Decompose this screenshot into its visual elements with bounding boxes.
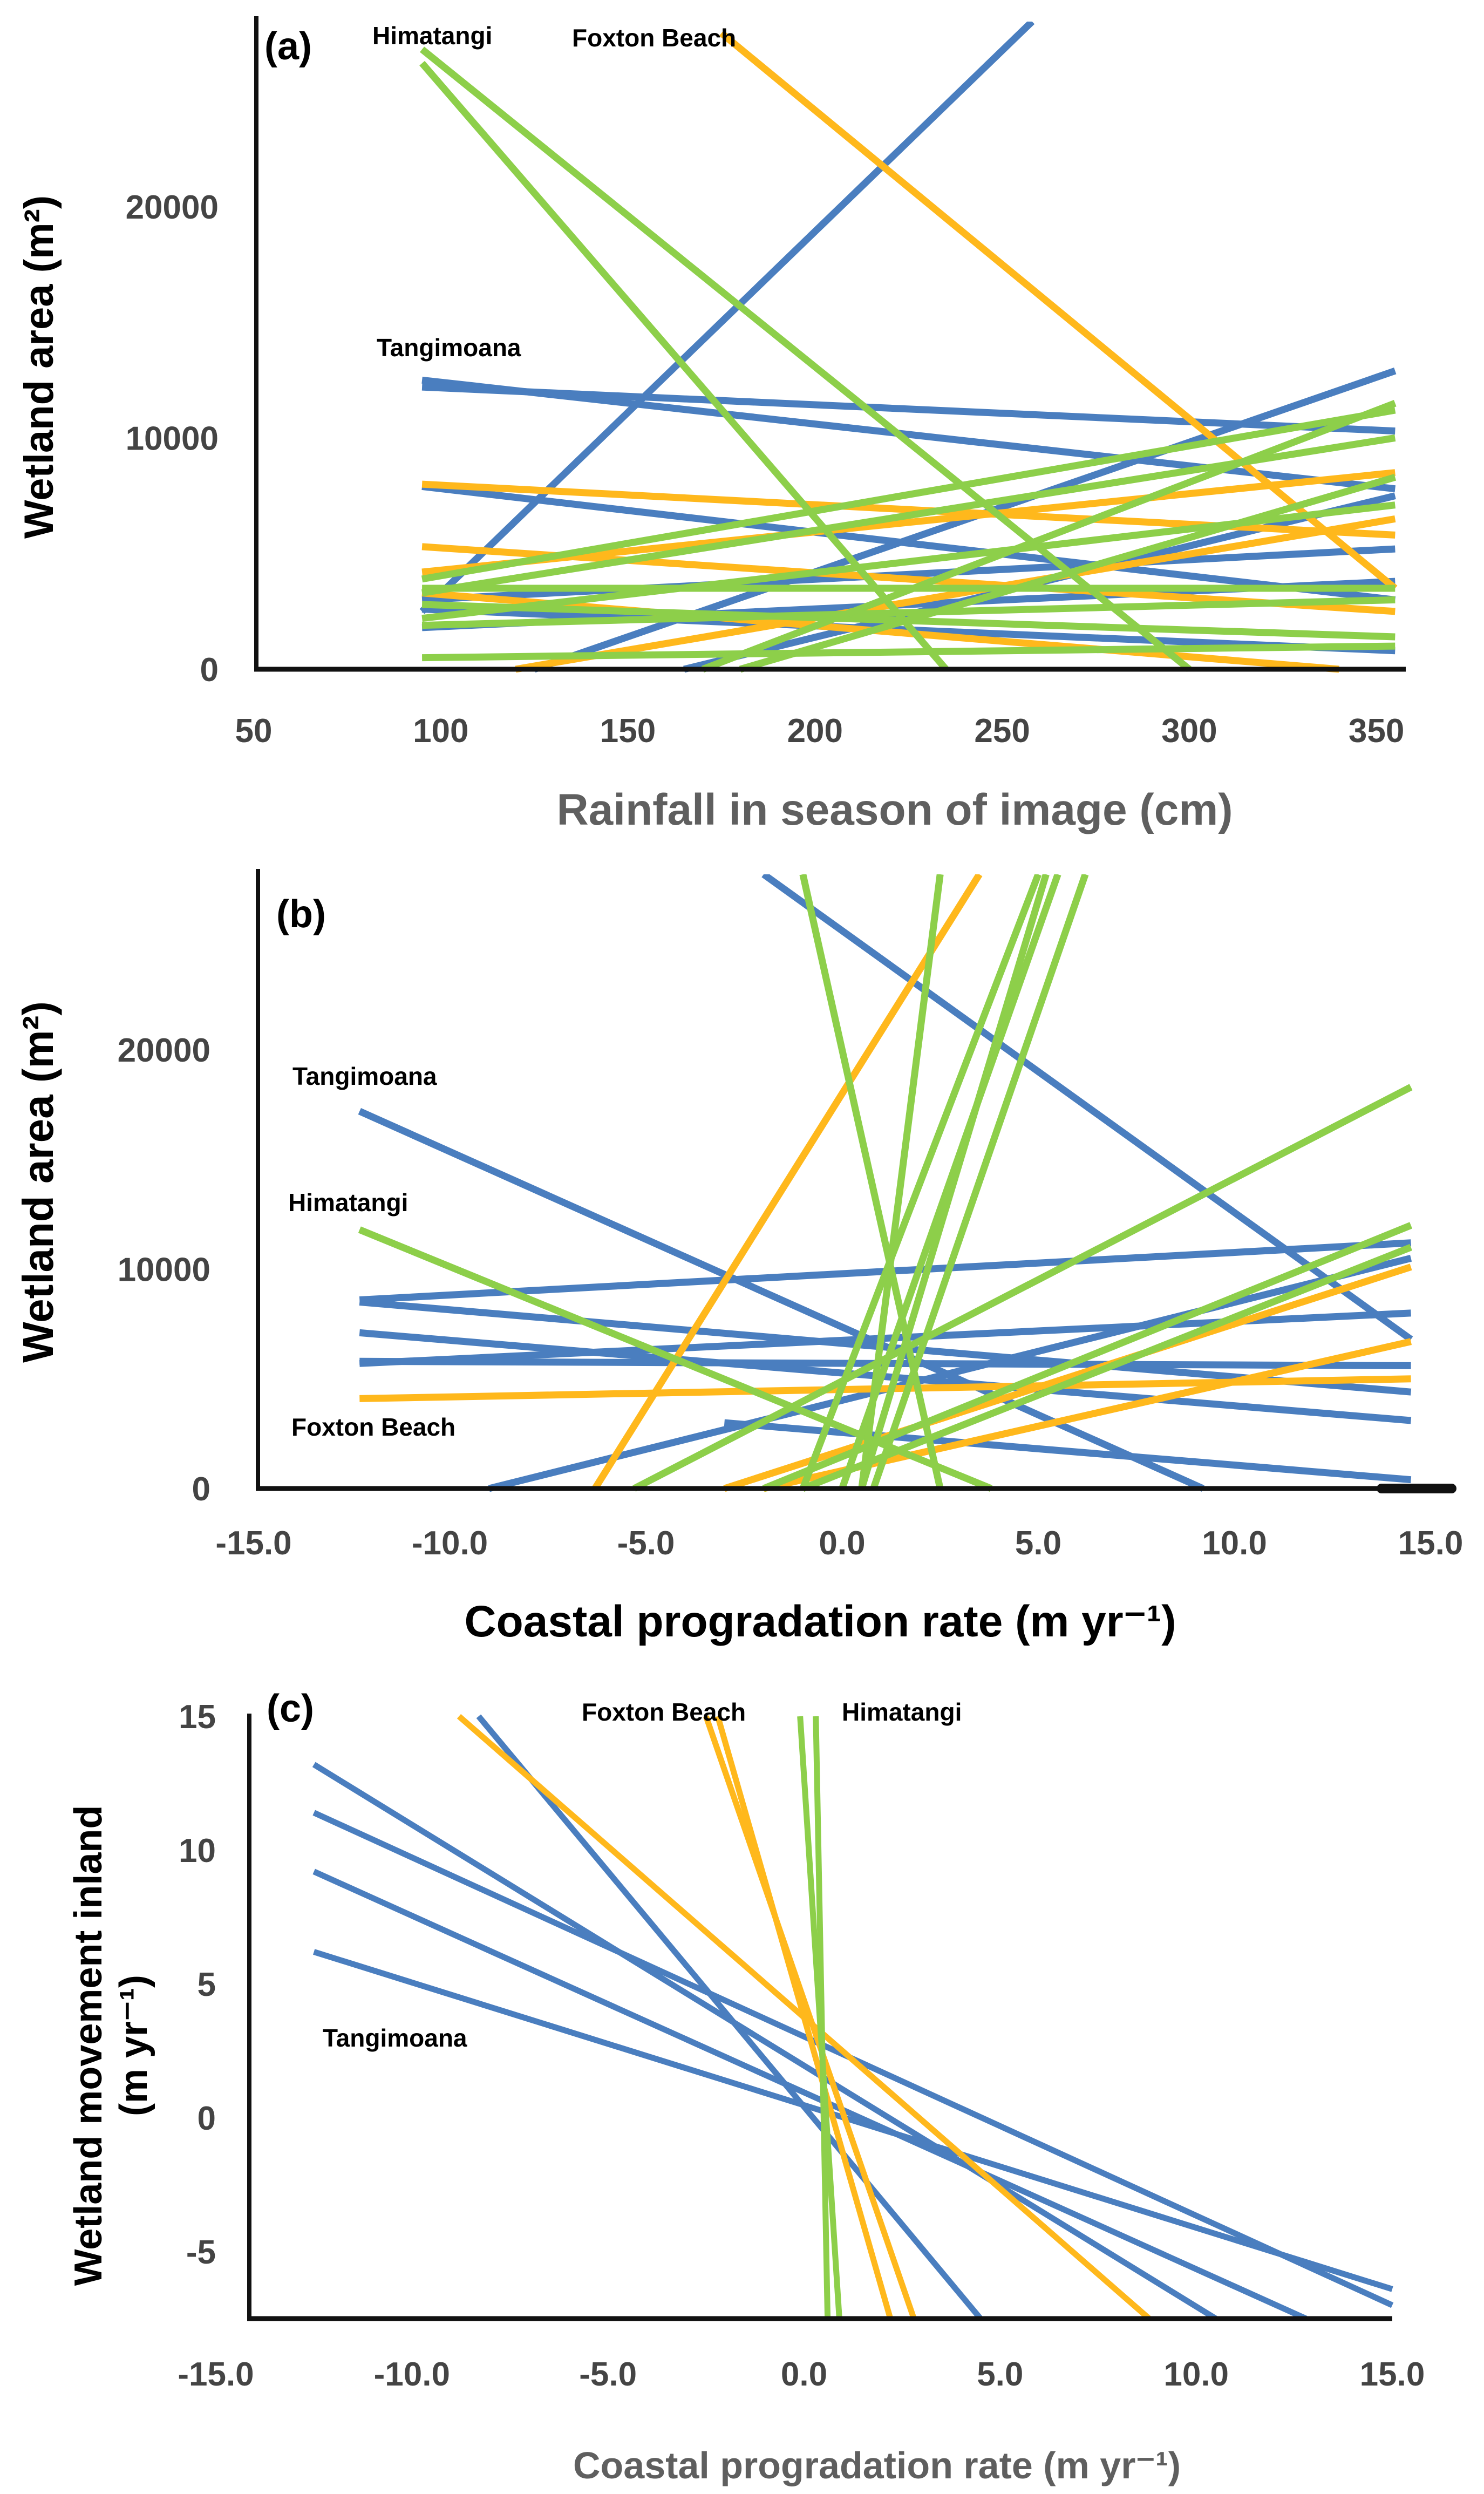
series-line-himatangi-24 — [422, 642, 1395, 662]
site-label-foxton-beach: Foxton Beach — [572, 24, 736, 52]
series-line-foxton-11 — [359, 1375, 1411, 1402]
panel-b: -15.0 -10.0 -5.0 0.0 5.0 10.0 15.001000020000 … — [14, 869, 1463, 1646]
x-tick-label: -5.0 — [617, 1525, 675, 1562]
series-line-tangimoana-4 — [359, 1299, 1412, 1396]
y-tick-label: 0 — [200, 651, 219, 689]
x-tick-label: 10.0 — [1163, 2356, 1229, 2393]
x-tick-label: 15.0 — [1398, 1525, 1463, 1562]
series-line-tangimoana-9 — [724, 1419, 1412, 1484]
series-line-foxton-7 — [703, 1715, 917, 2320]
x-tick-label: 15.0 — [1360, 2356, 1425, 2393]
x-tick-label: 100 — [413, 712, 468, 750]
site-label-himatangi: Himatangi — [842, 1698, 962, 1726]
panel-b-y-axis-label: Wetland area (m²) — [14, 1001, 62, 1363]
x-tick-label: 0.0 — [819, 1525, 865, 1562]
series-line-tangimoana-5 — [359, 1329, 1412, 1424]
series-line-tangimoana-1 — [419, 22, 1035, 614]
y-tick-label: 10000 — [118, 1252, 210, 1289]
site-label-tangimoana: Tangimoana — [377, 334, 521, 362]
series-line-foxton-10 — [719, 30, 1398, 592]
series-line-tangimoana-5 — [476, 1714, 983, 2321]
x-tick-label: 10.0 — [1202, 1525, 1267, 1562]
x-tick-label: -15.0 — [178, 2356, 254, 2393]
site-label-himatangi: Himatangi — [372, 22, 492, 50]
panel-a-x-axis-label: Rainfall in season of image (cm) — [556, 785, 1233, 834]
site-label-foxton-beach: Foxton Beach — [291, 1413, 455, 1441]
panel-c-x-axis-label: Coastal progradation rate (m yr⁻¹) — [573, 2444, 1181, 2486]
y-tick-label: -5 — [186, 2234, 216, 2271]
series-line-tangimoana-8 — [488, 1254, 1412, 1492]
site-label-tangimoana: Tangimoana — [292, 1062, 437, 1090]
series-line-himatangi-16 — [420, 46, 1192, 672]
series-line-tangimoana-1 — [761, 874, 1413, 1342]
series-line-foxton-8 — [714, 1715, 894, 2320]
series-line-himatangi-18 — [421, 406, 1396, 583]
series-line-himatangi-15 — [632, 1084, 1413, 1492]
series-line-foxton-13 — [421, 469, 1395, 576]
y-tick-label: 0 — [192, 1471, 210, 1508]
y-tick-label: 5 — [198, 1966, 216, 2003]
site-label-foxton-beach: Foxton Beach — [582, 1698, 746, 1726]
panel-c: -15.0 -10.0 -5.0 0.0 5.0 10.0 15.0 -5 0 5 10 15 (c)… — [67, 1687, 1425, 2486]
panel-c-label: (c) — [267, 1687, 314, 1730]
series-line-foxton-15 — [515, 515, 1396, 673]
site-label-tangimoana: Tangimoana — [323, 2024, 467, 2052]
panel-a-y-axis-label: Wetland area (m²) — [16, 195, 62, 539]
site-label-himatangi: Himatangi — [288, 1188, 408, 1217]
series-line-tangimoana-3 — [312, 1868, 1308, 2321]
x-tick-label: -5.0 — [579, 2356, 637, 2393]
x-tick-label: -10.0 — [412, 1525, 488, 1562]
panel-a: 50 100 150 200 250 300 350 0 10000 20000 (a) Hima… — [16, 16, 1406, 834]
series-line-tangimoana-2 — [358, 1107, 1204, 1492]
panel-c-y-axis-label-line1: Wetland movement inland — [67, 1805, 110, 2286]
series-line-himatangi-26 — [739, 474, 1397, 673]
series-line-foxton-10 — [591, 874, 983, 1491]
series-line-himatangi-17 — [801, 1243, 1412, 1492]
panel-c-y-axis-label-line2: (m yr⁻¹) — [112, 1975, 155, 2116]
panel-a-label: (a) — [264, 25, 312, 68]
y-tick-label: 20000 — [118, 1032, 210, 1069]
x-tick-label: 5.0 — [1015, 1525, 1061, 1562]
series-line-tangimoana-4 — [313, 1949, 1393, 2292]
x-tick-label: 50 — [235, 712, 273, 750]
panel-b-label: (b) — [276, 893, 326, 936]
series-line-himatangi-10 — [813, 1716, 831, 2319]
series-line-himatangi-21 — [858, 874, 1050, 1490]
y-tick-label: 15 — [179, 1698, 216, 1736]
series-line-himatangi-22 — [839, 874, 1061, 1490]
x-tick-label: 350 — [1349, 712, 1404, 750]
y-tick-label: 10000 — [126, 420, 219, 457]
x-tick-label: 150 — [600, 712, 656, 750]
x-tick-label: 250 — [974, 712, 1030, 750]
series-line-himatangi-23 — [870, 874, 1089, 1490]
series-line-himatangi-18 — [799, 874, 944, 1490]
x-tick-label: 200 — [787, 712, 843, 750]
x-tick-label: 0.0 — [781, 2356, 827, 2393]
x-tick-label: -10.0 — [374, 2356, 450, 2393]
x-tick-label: 5.0 — [977, 2356, 1023, 2393]
series-line-himatangi-20 — [799, 874, 1042, 1490]
series-line-foxton-12 — [723, 1263, 1412, 1492]
series-line-himatangi-25 — [701, 400, 1397, 673]
series-line-himatangi-16 — [762, 1222, 1413, 1492]
y-tick-label: 0 — [198, 2100, 216, 2137]
y-tick-label: 20000 — [126, 189, 219, 226]
x-tick-label: -15.0 — [215, 1525, 291, 1562]
panel-b-x-axis-label: Coastal progradation rate (m yr⁻¹) — [464, 1597, 1176, 1646]
series-line-tangimoana-1 — [312, 1762, 1217, 2321]
x-tick-label: 300 — [1161, 712, 1217, 750]
series-line-himatangi-23 — [421, 596, 1395, 629]
series-line-tangimoana-2 — [421, 376, 1396, 493]
y-tick-label: 10 — [179, 1832, 216, 1870]
